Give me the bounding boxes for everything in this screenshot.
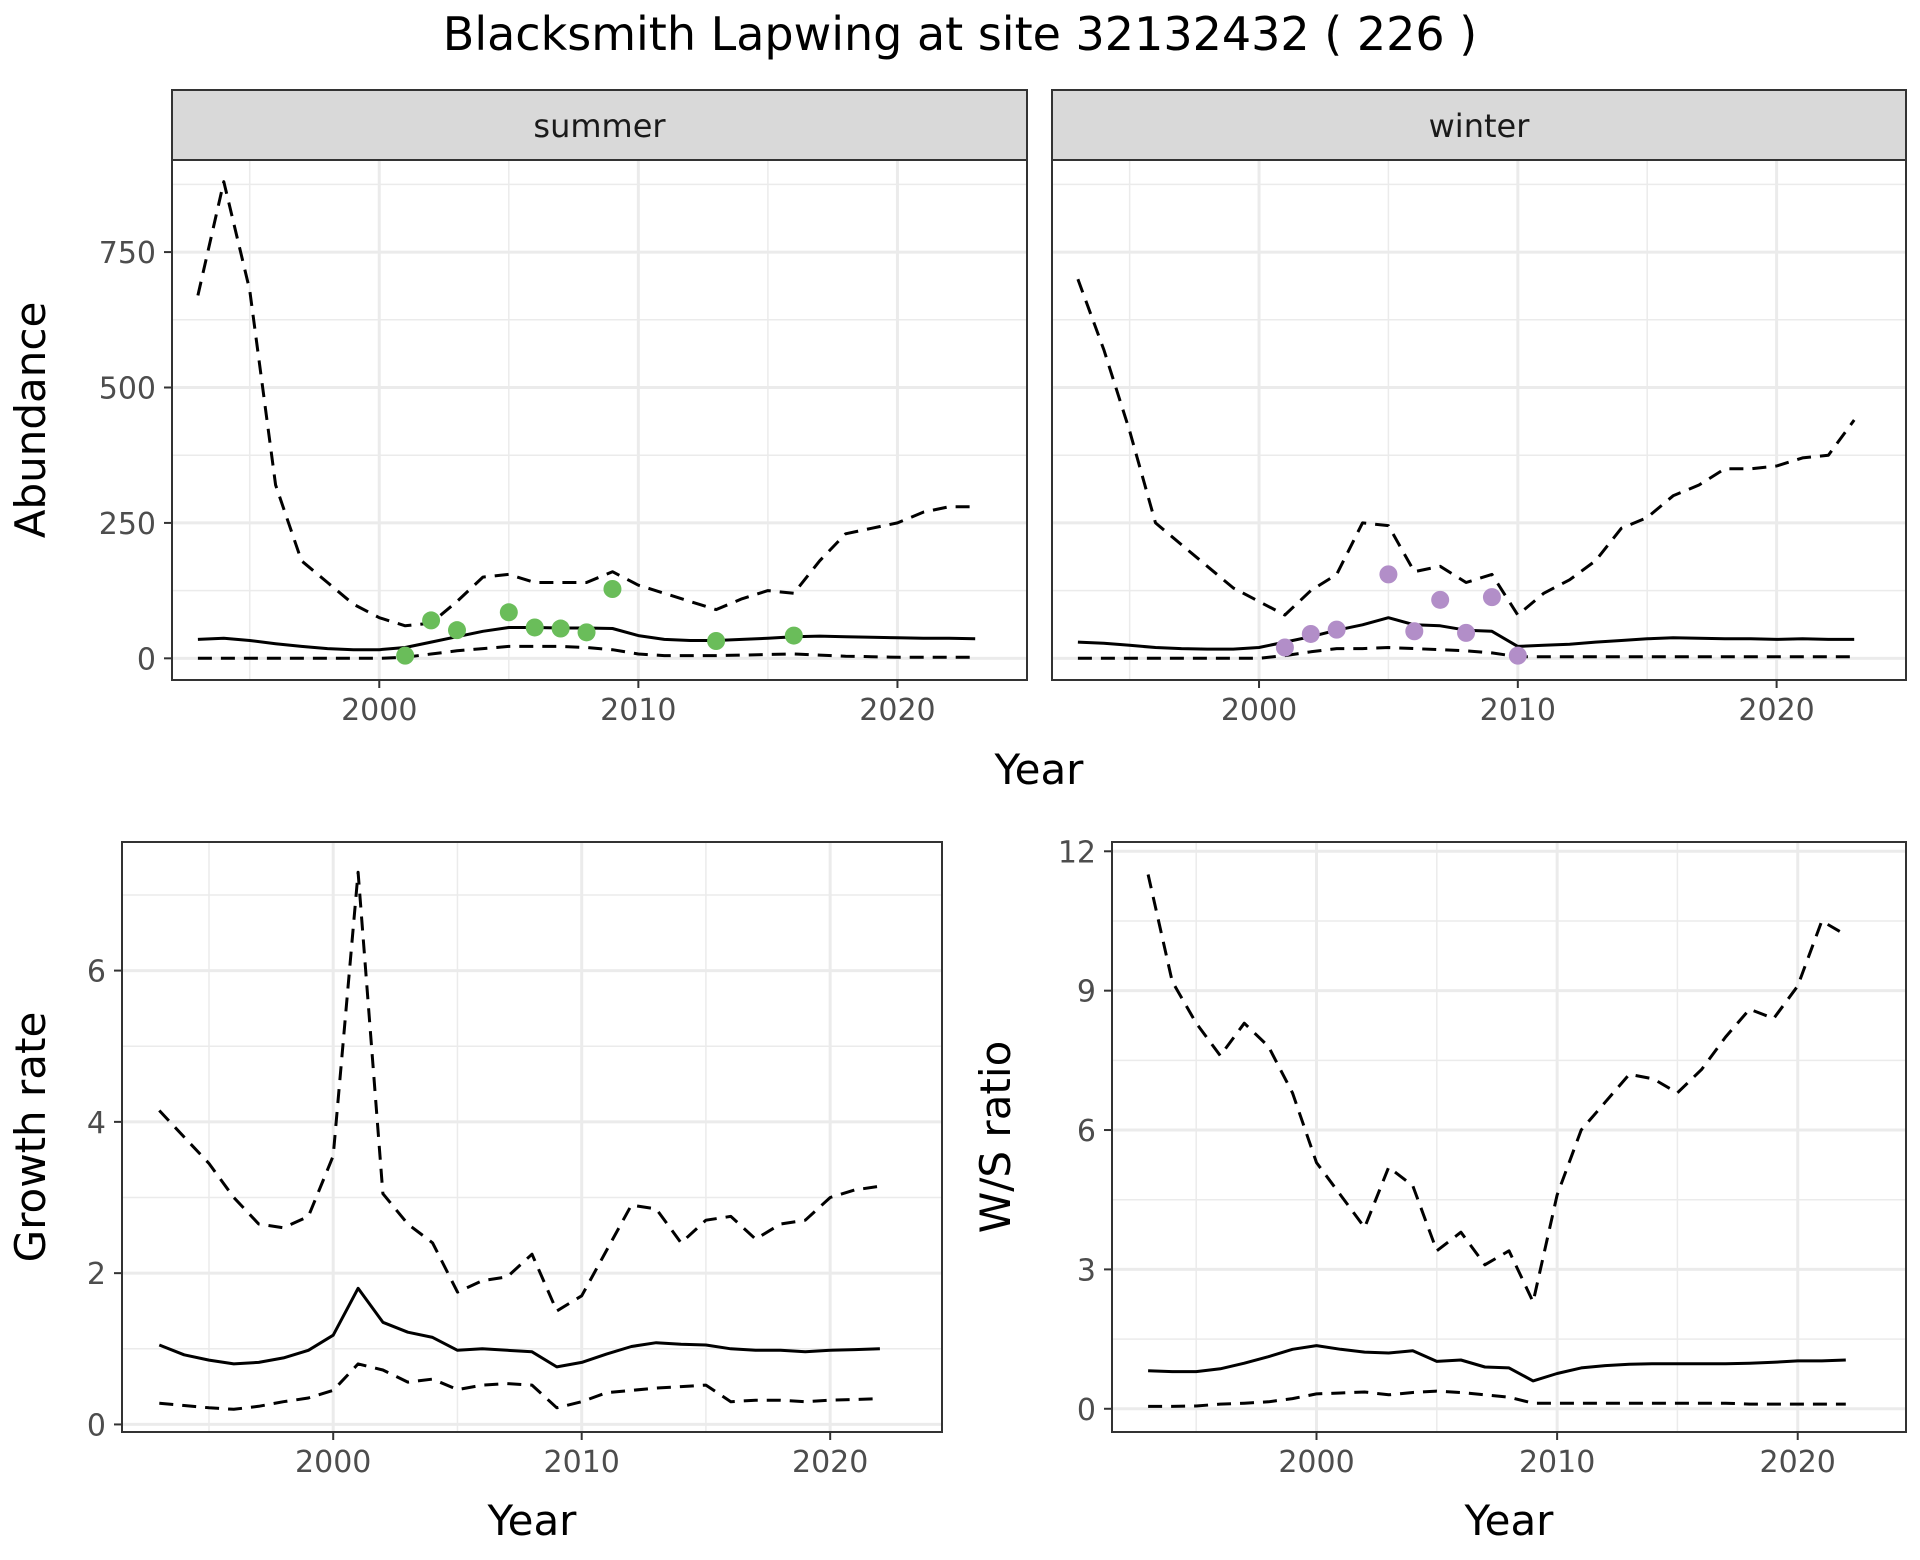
x-tick-label: 2020 xyxy=(1760,1445,1836,1480)
data-point xyxy=(551,619,570,638)
y-tick-label: 750 xyxy=(99,236,156,271)
y-tick-label: 0 xyxy=(137,642,156,677)
data-point xyxy=(707,632,726,650)
y-tick-label: 6 xyxy=(1077,1114,1096,1149)
x-tick-label: 2000 xyxy=(341,693,417,728)
x-tick-label: 2020 xyxy=(792,1445,868,1480)
y-axis-title: Growth rate xyxy=(6,1012,55,1263)
series-line-mean xyxy=(158,1286,880,1369)
x-tick-label: 2010 xyxy=(544,1445,620,1480)
data-point xyxy=(422,611,441,630)
facet-strip xyxy=(171,89,1028,161)
panels-layer: summer 2000 2010 2020 0 250 500 750 Abundance win… xyxy=(6,89,1907,1545)
data-point xyxy=(603,580,622,598)
x-tick-label: 2010 xyxy=(1519,1445,1595,1480)
series-line-upper xyxy=(158,870,881,1313)
data-point xyxy=(1508,646,1527,665)
data-point xyxy=(396,646,415,665)
y-tick-label: 2 xyxy=(87,1257,106,1292)
data-point xyxy=(1482,588,1501,607)
x-tick-label: 2010 xyxy=(600,693,676,728)
series-line-lower xyxy=(1148,1389,1846,1408)
x-tick-label: 2000 xyxy=(295,1445,371,1480)
series-line-lower xyxy=(159,1362,880,1411)
data-point xyxy=(1301,624,1320,643)
y-tick-label: 250 xyxy=(99,507,156,542)
y-tick-label: 3 xyxy=(1077,1253,1096,1288)
y-tick-label: 6 xyxy=(87,955,106,990)
data-point xyxy=(448,621,466,640)
panel-ratio: 2000 2010 2020 0 3 6 9 12 W/S ratio Year xyxy=(971,835,1907,1545)
data-point xyxy=(499,603,518,622)
x-tick-label: 2000 xyxy=(1221,693,1297,728)
y-axis-title: W/S ratio xyxy=(971,1041,1020,1234)
panel-growth: 2000 2010 2020 0 2 4 6 Growth rate Year xyxy=(6,841,943,1545)
x-tick-label: 2020 xyxy=(859,693,935,728)
panel-summer: summer 2000 2010 2020 0 250 500 750 Abundance xyxy=(6,89,1028,728)
series-line-lower xyxy=(1077,646,1855,660)
facet-strip-label: summer xyxy=(533,107,666,145)
figure-title: Blacksmith Lapwing at site 32132432 ( 22… xyxy=(443,7,1477,61)
data-point xyxy=(1275,638,1294,657)
facet-strip xyxy=(1051,89,1907,161)
data-point xyxy=(1327,620,1346,639)
x-axis-title: Year xyxy=(487,1496,578,1545)
x-axis-title: Year xyxy=(1464,1496,1555,1545)
y-axis-title: Abundance xyxy=(6,302,55,539)
panel-border xyxy=(1111,841,1907,1433)
data-point xyxy=(1431,590,1450,609)
data-point xyxy=(525,618,544,637)
series-line-mean xyxy=(1148,1344,1846,1383)
panel-border xyxy=(121,841,943,1433)
panel-winter: winter 2000 2010 2020 xyxy=(1051,89,1907,728)
facet-strip-label: winter xyxy=(1429,107,1531,145)
x-axis-title-shared: Year xyxy=(994,745,1085,794)
data-point xyxy=(577,623,596,642)
x-tick-label: 2000 xyxy=(1278,1445,1354,1480)
data-point xyxy=(1457,623,1476,642)
series-line-upper xyxy=(1076,278,1856,617)
data-point xyxy=(1379,565,1398,584)
data-point xyxy=(784,626,803,645)
series-line-lower xyxy=(197,644,976,660)
y-tick-label: 0 xyxy=(1077,1393,1096,1428)
y-tick-label: 12 xyxy=(1058,835,1096,870)
data-point xyxy=(1405,622,1424,641)
y-tick-label: 500 xyxy=(99,372,156,407)
y-tick-label: 9 xyxy=(1077,975,1096,1010)
y-tick-label: 4 xyxy=(87,1106,106,1141)
y-tick-label: 0 xyxy=(87,1408,106,1443)
x-tick-label: 2020 xyxy=(1738,693,1814,728)
series-line-upper xyxy=(1146,874,1847,1304)
series-line-upper xyxy=(196,180,976,628)
x-tick-label: 2010 xyxy=(1480,693,1556,728)
